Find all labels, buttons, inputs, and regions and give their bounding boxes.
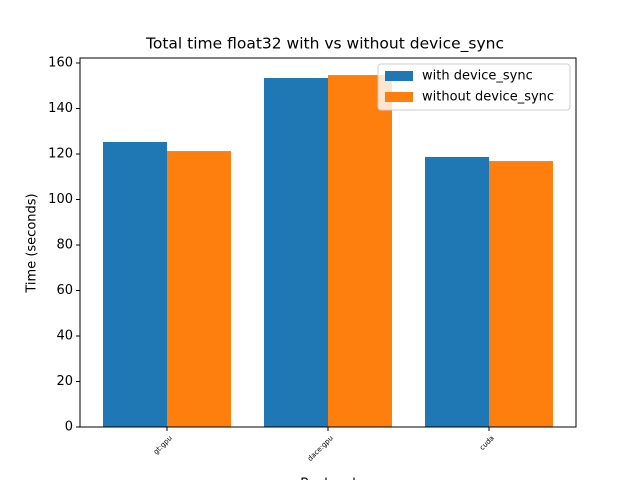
y-tick-label: 20 bbox=[56, 374, 73, 389]
x-tick-label: dace:gpu bbox=[306, 434, 335, 463]
bar bbox=[328, 75, 392, 428]
y-tick-label: 0 bbox=[65, 420, 73, 435]
x-axis-label: Backend bbox=[300, 477, 356, 480]
x-tick-label: gt:gpu bbox=[152, 434, 174, 456]
legend-swatch bbox=[385, 92, 413, 102]
y-tick-label: 40 bbox=[56, 329, 73, 344]
y-axis-label: Time (seconds) bbox=[25, 193, 40, 293]
bar bbox=[489, 161, 553, 428]
chart-title: Total time float32 with vs without devic… bbox=[145, 35, 504, 54]
legend-box bbox=[377, 63, 571, 111]
bar bbox=[264, 78, 328, 428]
y-tick-label: 60 bbox=[56, 283, 73, 298]
y-tick-label: 100 bbox=[48, 192, 73, 207]
y-tick-label: 120 bbox=[48, 147, 73, 162]
bar bbox=[167, 151, 231, 427]
x-tick-label: cuda bbox=[478, 434, 496, 452]
legend-label: without device_sync bbox=[422, 90, 554, 105]
y-tick-label: 140 bbox=[48, 101, 73, 116]
plot-frame bbox=[79, 57, 577, 428]
bar bbox=[425, 156, 489, 427]
y-tick-label: 160 bbox=[48, 56, 73, 71]
legend-swatch bbox=[385, 71, 413, 81]
bar bbox=[103, 141, 167, 428]
legend-label: with device_sync bbox=[422, 69, 533, 84]
y-tick-label: 80 bbox=[56, 238, 73, 253]
